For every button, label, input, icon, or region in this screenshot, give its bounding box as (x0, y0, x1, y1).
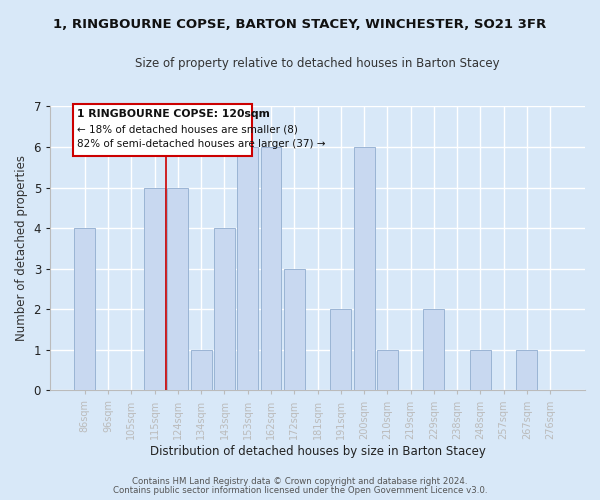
Bar (214, 228, 235, 390)
Bar (377, 350, 398, 391)
Bar (353, 147, 374, 390)
FancyBboxPatch shape (73, 104, 253, 156)
Title: Size of property relative to detached houses in Barton Stacey: Size of property relative to detached ho… (135, 58, 500, 70)
Y-axis label: Number of detached properties: Number of detached properties (15, 156, 28, 342)
Bar (144, 188, 165, 390)
Bar (74, 228, 95, 390)
Text: 1 RINGBOURNE COPSE: 120sqm: 1 RINGBOURNE COPSE: 120sqm (77, 109, 269, 119)
Text: 82% of semi-detached houses are larger (37) →: 82% of semi-detached houses are larger (… (77, 139, 325, 149)
Text: ← 18% of detached houses are smaller (8): ← 18% of detached houses are smaller (8) (77, 124, 298, 134)
Bar (470, 350, 491, 391)
Bar (424, 310, 445, 390)
Bar (191, 350, 212, 391)
Bar (517, 350, 538, 391)
Text: Contains public sector information licensed under the Open Government Licence v3: Contains public sector information licen… (113, 486, 487, 495)
Bar (260, 147, 281, 390)
Bar (284, 268, 305, 390)
Bar (167, 188, 188, 390)
Text: 1, RINGBOURNE COPSE, BARTON STACEY, WINCHESTER, SO21 3FR: 1, RINGBOURNE COPSE, BARTON STACEY, WINC… (53, 18, 547, 30)
Text: Contains HM Land Registry data © Crown copyright and database right 2024.: Contains HM Land Registry data © Crown c… (132, 477, 468, 486)
Bar (331, 310, 351, 390)
Bar (237, 147, 258, 390)
X-axis label: Distribution of detached houses by size in Barton Stacey: Distribution of detached houses by size … (149, 444, 485, 458)
